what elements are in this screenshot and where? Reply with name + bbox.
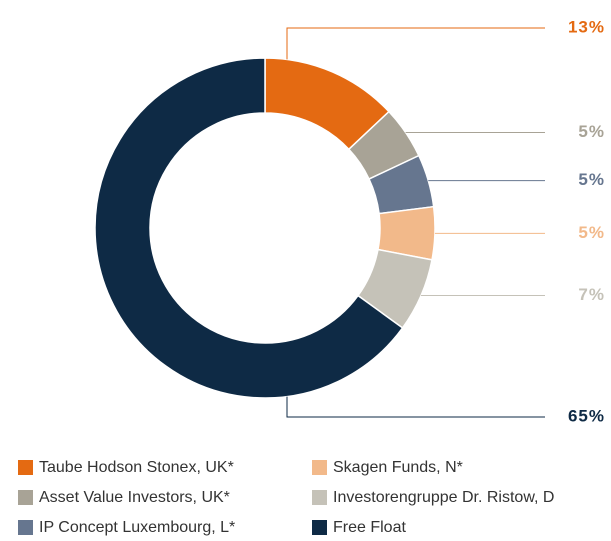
legend-swatch (18, 520, 33, 535)
value-label: 65% (568, 406, 605, 425)
legend-label: Free Float (333, 519, 406, 536)
legend-label: Taube Hodson Stonex, UK* (39, 459, 234, 476)
value-label: 5% (578, 170, 605, 189)
value-label: 5% (578, 223, 605, 242)
value-label: 7% (578, 285, 605, 304)
legend-label: Investorengruppe Dr. Ristow, D (333, 489, 554, 506)
legend-swatch (312, 520, 327, 535)
legend-label: Asset Value Investors, UK* (39, 489, 230, 506)
legend-swatch (312, 460, 327, 475)
value-label: 13% (568, 17, 605, 36)
donut-slice (94, 57, 404, 399)
legend-label: IP Concept Luxembourg, L* (39, 519, 235, 536)
value-label: 5% (578, 122, 605, 141)
legend-swatch (312, 490, 327, 505)
legend-swatch (18, 490, 33, 505)
leader-line (286, 27, 545, 60)
leader-line (286, 396, 545, 418)
legend-swatch (18, 460, 33, 475)
legend-label: Skagen Funds, N* (333, 459, 463, 476)
